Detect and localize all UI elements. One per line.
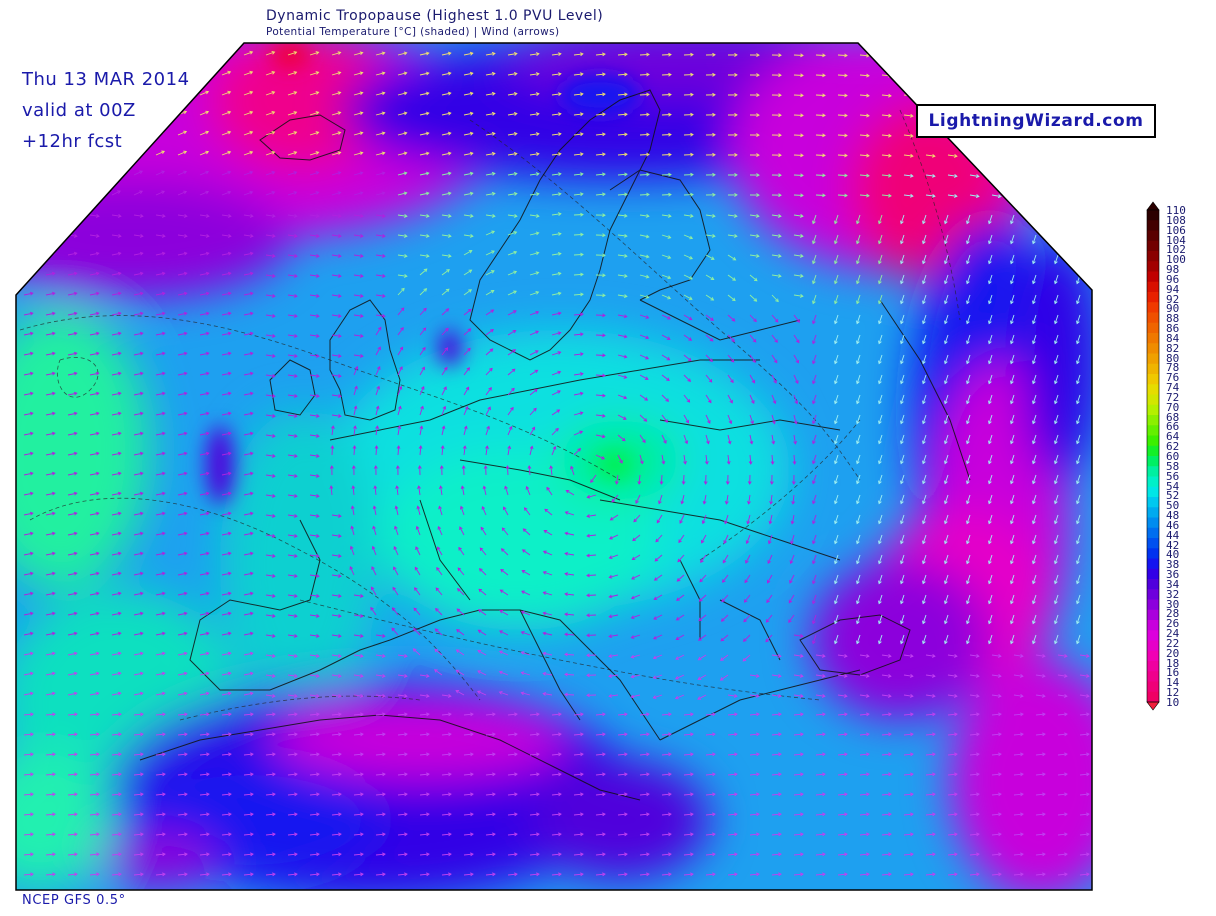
colorbar-label: 10 <box>1166 697 1179 708</box>
colorbar-swatch <box>1147 641 1159 652</box>
colorbar-swatch <box>1147 600 1159 611</box>
colorbar-swatch <box>1147 466 1159 477</box>
colorbar-swatch <box>1147 559 1159 570</box>
colorbar-swatch <box>1147 507 1159 518</box>
colorbar-swatch <box>1147 313 1159 324</box>
colorbar-swatch <box>1147 487 1159 498</box>
colorbar-swatch <box>1147 241 1159 252</box>
colorbar-swatch <box>1147 610 1159 621</box>
colorbar-swatch <box>1147 692 1159 703</box>
colorbar-swatch <box>1147 333 1159 344</box>
colorbar-swatch <box>1147 415 1159 426</box>
colorbar-swatch <box>1147 579 1159 590</box>
colorbar-swatch <box>1147 569 1159 580</box>
colorbar-swatch <box>1147 671 1159 682</box>
colorbar-swatch <box>1147 538 1159 549</box>
colorbar-swatch <box>1147 364 1159 375</box>
colorbar-swatch <box>1147 323 1159 334</box>
colorbar-swatch <box>1147 374 1159 385</box>
colorbar-swatch <box>1147 651 1159 662</box>
colorbar-swatch <box>1147 384 1159 395</box>
colorbar-swatch <box>1147 251 1159 262</box>
colorbar-swatch <box>1147 343 1159 354</box>
colorbar-swatch <box>1147 405 1159 416</box>
colorbar-top-arrow <box>1147 202 1159 210</box>
forecast-valid-time: valid at 00Z <box>22 95 190 126</box>
forecast-info: Thu 13 MAR 2014 valid at 00Z +12hr fcst <box>22 64 190 157</box>
colorbar-swatch <box>1147 477 1159 488</box>
colorbar-swatch <box>1147 354 1159 365</box>
forecast-date: Thu 13 MAR 2014 <box>22 64 190 95</box>
colorbar-swatch <box>1147 436 1159 447</box>
colorbar-swatch <box>1147 661 1159 672</box>
colorbar-swatch <box>1147 220 1159 231</box>
brand-logo[interactable]: LightningWizard.com <box>916 104 1156 138</box>
colorbar-swatch <box>1147 302 1159 313</box>
colorbar-swatch <box>1147 272 1159 283</box>
colorbar-swatch <box>1147 456 1159 467</box>
colorbar-swatch <box>1147 231 1159 242</box>
colorbar-swatch <box>1147 620 1159 631</box>
model-source: NCEP GFS 0.5° <box>22 893 126 908</box>
colorbar-swatch <box>1147 518 1159 529</box>
colorbar-swatch <box>1147 261 1159 272</box>
colorbar-swatch <box>1147 589 1159 600</box>
colorbar-swatch <box>1147 292 1159 303</box>
colorbar-swatch <box>1147 630 1159 641</box>
forecast-lead-time: +12hr fcst <box>22 126 190 157</box>
colorbar-swatches <box>1140 200 1166 712</box>
colorbar-swatch <box>1147 210 1159 221</box>
colorbar-swatch <box>1147 425 1159 436</box>
colorbar-bottom-arrow <box>1147 702 1159 710</box>
colorbar-swatch <box>1147 528 1159 539</box>
colorbar-swatch <box>1147 497 1159 508</box>
colorbar-swatch <box>1147 282 1159 293</box>
colorbar-swatch <box>1147 548 1159 559</box>
colorbar-swatch <box>1147 446 1159 457</box>
colorbar-swatch <box>1147 395 1159 406</box>
colorbar-swatch <box>1147 682 1159 693</box>
